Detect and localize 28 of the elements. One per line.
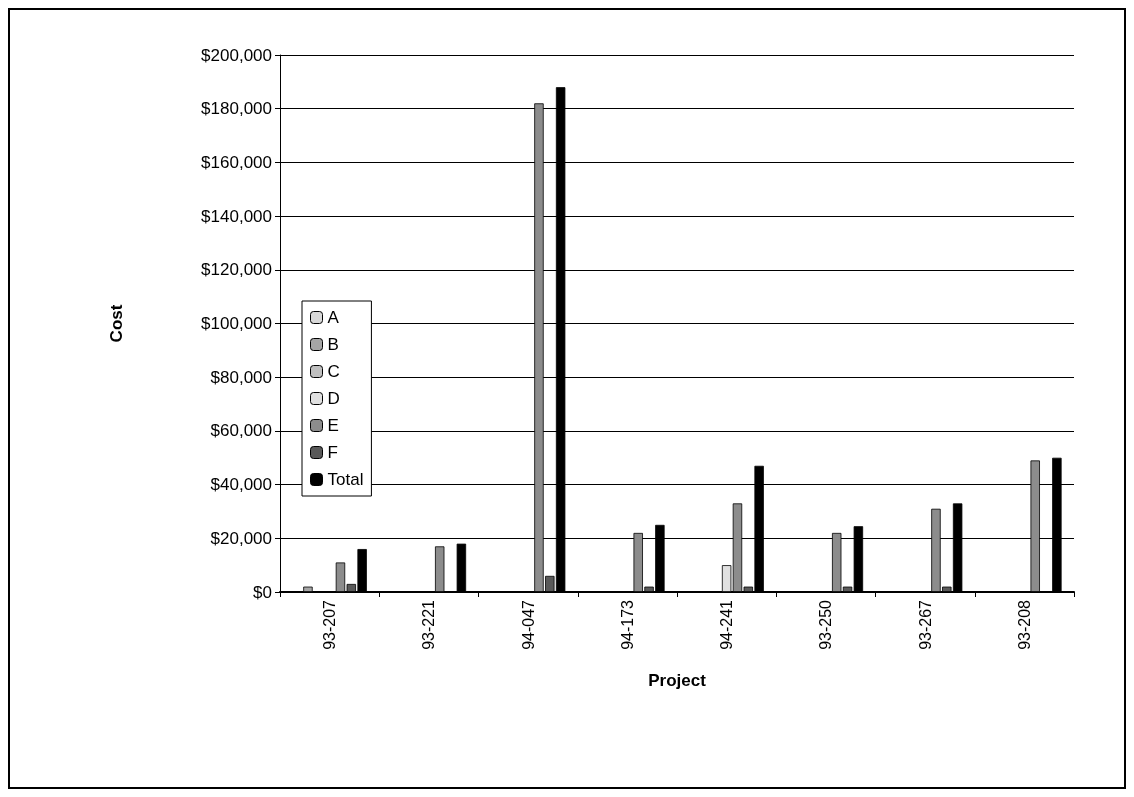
y-tick-label: $160,000 [201, 152, 272, 172]
legend-label: C [327, 362, 340, 381]
x-tick-label: 93-208 [1015, 599, 1033, 650]
legend-label: D [327, 389, 340, 408]
y-tick-label: $180,000 [201, 99, 272, 119]
y-tick-label: $120,000 [201, 260, 272, 280]
x-tick-label: 93-207 [321, 599, 339, 650]
y-tick-label: $100,000 [201, 314, 272, 333]
x-axis-title: Project [648, 671, 707, 690]
y-tick-label: $140,000 [201, 206, 272, 226]
x-tick-label: 94-173 [618, 599, 636, 650]
x-tick-label: 94-047 [519, 599, 537, 650]
legend-label: Total [327, 470, 364, 489]
y-tick-label: $60,000 [210, 421, 272, 441]
x-tick-label: 93-250 [817, 599, 835, 650]
y-tick-label: $20,000 [210, 528, 272, 548]
x-tick-label: 94-241 [718, 599, 736, 650]
y-tick-label: $80,000 [210, 367, 272, 387]
legend-label: F [327, 443, 338, 462]
x-tick-label: 93-267 [916, 599, 934, 650]
x-tick-label: 93-221 [420, 599, 438, 650]
y-axis-title: Cost [107, 304, 126, 343]
y-tick-label: $0 [253, 582, 272, 602]
legend-label: B [327, 335, 339, 354]
y-tick-label: $200,000 [201, 45, 272, 65]
legend-label: A [327, 308, 340, 327]
legend-label: E [327, 416, 339, 435]
y-tick-label: $40,000 [210, 475, 272, 495]
